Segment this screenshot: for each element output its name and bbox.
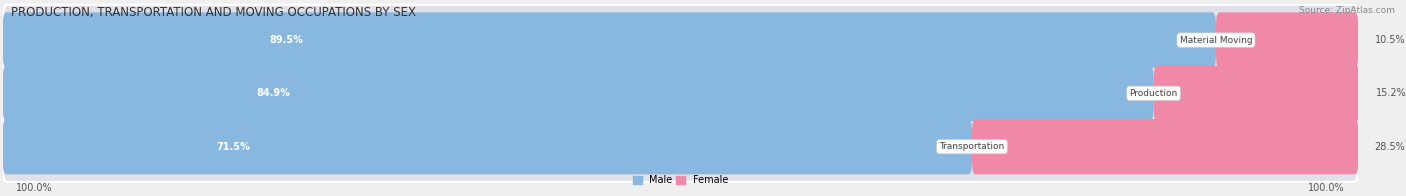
FancyBboxPatch shape — [3, 12, 1216, 68]
Text: 71.5%: 71.5% — [217, 142, 250, 152]
Text: 100.0%: 100.0% — [1308, 183, 1344, 193]
Text: Source: ZipAtlas.com: Source: ZipAtlas.com — [1299, 6, 1395, 15]
FancyBboxPatch shape — [972, 119, 1358, 174]
Text: Material Moving: Material Moving — [1180, 35, 1253, 44]
Text: Production: Production — [1129, 89, 1178, 98]
Text: 100.0%: 100.0% — [17, 183, 53, 193]
Text: PRODUCTION, TRANSPORTATION AND MOVING OCCUPATIONS BY SEX: PRODUCTION, TRANSPORTATION AND MOVING OC… — [11, 6, 416, 19]
Text: 84.9%: 84.9% — [256, 88, 290, 98]
Text: 10.5%: 10.5% — [1375, 35, 1405, 45]
Text: 15.2%: 15.2% — [1376, 88, 1406, 98]
Text: 28.5%: 28.5% — [1375, 142, 1406, 152]
Text: Transportation: Transportation — [939, 142, 1005, 151]
Text: 89.5%: 89.5% — [270, 35, 304, 45]
FancyBboxPatch shape — [1216, 12, 1358, 68]
FancyBboxPatch shape — [1153, 66, 1360, 121]
FancyBboxPatch shape — [3, 58, 1358, 129]
FancyBboxPatch shape — [3, 5, 1358, 75]
FancyBboxPatch shape — [3, 66, 1153, 121]
Legend: Male, Female: Male, Female — [628, 172, 733, 189]
FancyBboxPatch shape — [3, 111, 1358, 182]
FancyBboxPatch shape — [3, 119, 972, 174]
